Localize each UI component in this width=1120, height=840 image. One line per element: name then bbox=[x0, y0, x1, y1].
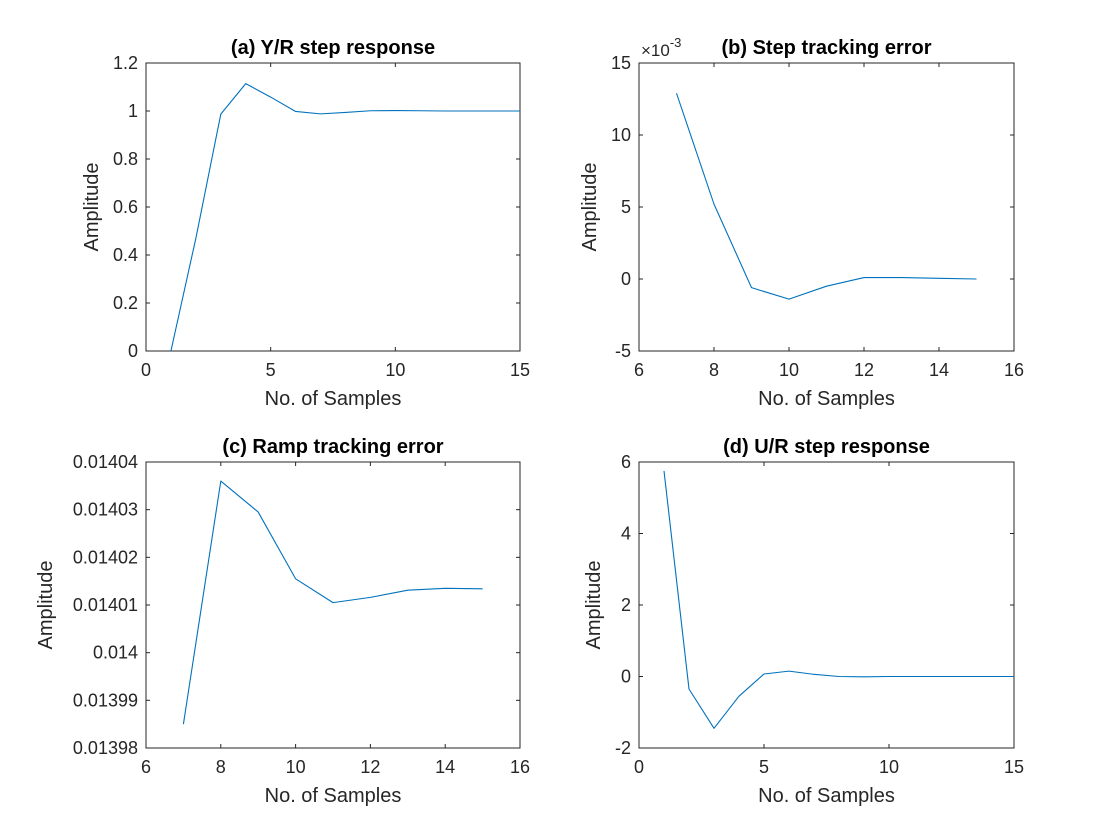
y-tick-label: 1.2 bbox=[113, 53, 138, 73]
x-tick-label: 10 bbox=[879, 757, 899, 777]
plot-title: (a) Y/R step response bbox=[231, 37, 435, 59]
y-axis-label: Amplitude bbox=[81, 163, 103, 252]
x-tick-label: 6 bbox=[634, 360, 644, 380]
y-exponent-label: ×10-3 bbox=[641, 35, 681, 60]
x-axis-label: No. of Samples bbox=[758, 785, 895, 807]
y-tick-label: 5 bbox=[621, 197, 631, 217]
x-axis-label: No. of Samples bbox=[265, 388, 402, 410]
y-tick-label: 0.01401 bbox=[73, 595, 138, 615]
x-axis-label: No. of Samples bbox=[265, 785, 402, 807]
x-tick-label: 14 bbox=[435, 757, 455, 777]
series-line bbox=[182, 480, 483, 725]
y-tick-label: 15 bbox=[611, 53, 631, 73]
axes-box bbox=[638, 461, 1015, 749]
y-tick-label: 6 bbox=[621, 452, 631, 472]
x-tick-label: 15 bbox=[510, 360, 530, 380]
y-tick-label: 2 bbox=[621, 595, 631, 615]
x-tick-label: 12 bbox=[360, 757, 380, 777]
x-tick-label: 15 bbox=[1004, 757, 1024, 777]
plot-title: (d) U/R step response bbox=[723, 436, 930, 458]
x-tick-label: 6 bbox=[141, 757, 151, 777]
x-tick-label: 5 bbox=[759, 757, 769, 777]
y-tick-label: 4 bbox=[621, 524, 631, 544]
y-tick-label: 10 bbox=[611, 125, 631, 145]
y-tick-label: 0.01402 bbox=[73, 547, 138, 567]
y-tick-label: 0 bbox=[128, 341, 138, 361]
subplot-b: 6 8 10 12 14 16 -5 0 5 10 15 (b) Step tracking erro… bbox=[579, 35, 1024, 410]
y-tick-label: 0.014 bbox=[93, 643, 138, 663]
plot-title: (b) Step tracking error bbox=[721, 37, 931, 59]
y-tick-label: 0.2 bbox=[113, 293, 138, 313]
plot-title: (c) Ramp tracking error bbox=[222, 436, 443, 458]
y-tick-label: -2 bbox=[615, 738, 631, 758]
x-tick-label: 5 bbox=[266, 360, 276, 380]
series-line bbox=[675, 93, 977, 300]
y-tick-label: 0.01398 bbox=[73, 738, 138, 758]
x-axis-label: No. of Samples bbox=[758, 388, 895, 410]
y-tick-label: 0.8 bbox=[113, 149, 138, 169]
y-tick-label: 0.01399 bbox=[73, 690, 138, 710]
y-tick-label: 0.01403 bbox=[73, 500, 138, 520]
x-tick-label: 8 bbox=[709, 360, 719, 380]
y-tick-label: -5 bbox=[615, 341, 631, 361]
subplot-c: 6 8 10 12 14 16 0.01398 0.01399 0.014 0.01401 0.01… bbox=[35, 436, 530, 807]
x-tick-label: 16 bbox=[1004, 360, 1024, 380]
y-axis-label: Amplitude bbox=[583, 561, 605, 650]
y-axis-label: Amplitude bbox=[579, 163, 601, 252]
x-tick-label: 10 bbox=[385, 360, 405, 380]
x-tick-label: 0 bbox=[634, 757, 644, 777]
x-tick-label: 16 bbox=[510, 757, 530, 777]
subplot-a: 0 5 10 15 0 0.2 0.4 0.6 0.8 1 1.2 (a) Y/R step resp… bbox=[81, 37, 530, 410]
y-tick-label: 0 bbox=[621, 667, 631, 687]
y-tick-label: 1 bbox=[128, 101, 138, 121]
series-line bbox=[170, 83, 520, 352]
x-tick-label: 8 bbox=[216, 757, 226, 777]
series-line bbox=[663, 470, 1014, 729]
x-tick-label: 12 bbox=[854, 360, 874, 380]
y-axis-label: Amplitude bbox=[35, 561, 57, 650]
axes-box bbox=[638, 62, 1015, 352]
y-tick-label: 0.4 bbox=[113, 245, 138, 265]
x-tick-label: 0 bbox=[141, 360, 151, 380]
x-tick-label: 10 bbox=[286, 757, 306, 777]
x-tick-label: 14 bbox=[929, 360, 949, 380]
x-tick-label: 10 bbox=[779, 360, 799, 380]
y-tick-label: 0.6 bbox=[113, 197, 138, 217]
y-tick-label: 0.01404 bbox=[73, 452, 138, 472]
y-tick-label: 0 bbox=[621, 269, 631, 289]
